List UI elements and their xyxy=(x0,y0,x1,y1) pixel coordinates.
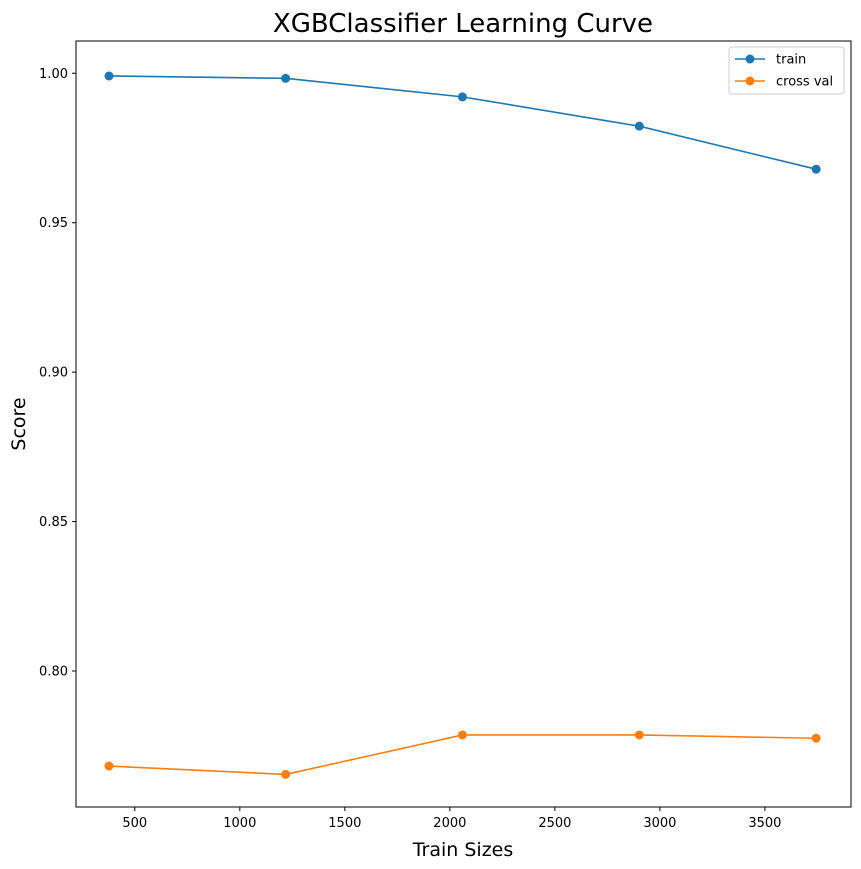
data-point-cross-val xyxy=(457,730,467,740)
data-point-train xyxy=(104,71,114,81)
x-tick-label: 2000 xyxy=(433,816,466,831)
data-point-train xyxy=(281,73,291,83)
data-point-cross-val xyxy=(634,730,644,740)
chart-title: XGBClassifier Learning Curve xyxy=(273,9,653,39)
x-axis-ticks: 500 1000 1500 2000 2500 3000 3500 xyxy=(122,807,781,831)
data-point-train xyxy=(634,121,644,131)
legend-train-marker xyxy=(745,54,755,64)
x-tick-label: 1000 xyxy=(223,816,256,831)
x-tick-label: 500 xyxy=(122,816,147,831)
y-tick-label: 1.00 xyxy=(39,67,68,82)
x-tick-label: 2500 xyxy=(538,816,571,831)
x-tick-label: 3000 xyxy=(643,816,676,831)
legend-cross-val-marker xyxy=(745,76,755,86)
y-axis-label: Score xyxy=(8,397,30,450)
y-tick-label: 0.90 xyxy=(39,366,68,381)
plot-frame xyxy=(75,40,852,808)
data-point-cross-val xyxy=(811,733,821,743)
y-tick-label: 0.95 xyxy=(39,216,68,231)
x-tick-label: 3500 xyxy=(748,816,781,831)
data-point-cross-val xyxy=(281,769,291,779)
y-axis-ticks: 0.80 0.85 0.90 0.95 1.00 xyxy=(39,67,76,680)
x-axis-label: Train Sizes xyxy=(412,839,514,861)
data-point-train xyxy=(811,164,821,174)
y-tick-label: 0.85 xyxy=(39,515,68,530)
data-point-train xyxy=(457,92,467,102)
series-layer xyxy=(104,71,821,779)
legend: train cross val xyxy=(728,46,845,95)
plot-area xyxy=(76,41,851,807)
data-point-cross-val xyxy=(104,761,114,771)
legend-train-label: train xyxy=(776,53,806,68)
x-tick-label: 1500 xyxy=(328,816,361,831)
legend-cross-val-label: cross val xyxy=(776,75,833,90)
y-tick-label: 0.80 xyxy=(39,665,68,680)
